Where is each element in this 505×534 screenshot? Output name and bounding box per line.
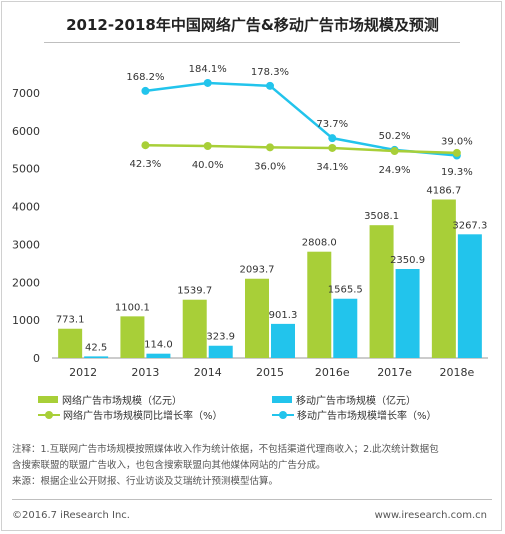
title-divider	[44, 42, 460, 43]
bar-online-ad-scale	[182, 299, 207, 358]
data-label-online-ad-scale: 2808.0	[302, 238, 337, 249]
y-tick-label: 5000	[12, 163, 40, 176]
data-label-online-ad-growth: 34.1%	[316, 162, 348, 173]
x-tick-label: 2016e	[315, 366, 350, 379]
point-mobile-ad-growth	[141, 86, 150, 95]
data-label-online-ad-scale: 773.1	[56, 315, 85, 326]
data-label-mobile-ad-scale: 1565.5	[328, 285, 363, 296]
point-online-ad-growth	[266, 143, 274, 152]
data-label-online-ad-growth: 42.3%	[130, 159, 162, 170]
x-tick-label: 2013	[131, 366, 159, 379]
bar-online-ad-scale	[245, 278, 269, 358]
data-label-mobile-ad-growth: 73.7%	[316, 119, 348, 130]
data-label-mobile-ad-scale: 3267.3	[452, 220, 487, 231]
x-tick-label: 2018e	[439, 366, 474, 379]
y-tick-label: 6000	[12, 125, 40, 138]
data-label-online-ad-growth: 24.9%	[379, 165, 411, 176]
point-online-ad-growth	[328, 143, 337, 152]
note-line-1: 注释：1.互联网广告市场规模按照媒体收入作为统计依据，不包括渠道代理商收入；2.…	[12, 444, 439, 455]
data-label-mobile-ad-scale: 901.3	[269, 310, 298, 321]
y-tick-label: 4000	[12, 201, 40, 214]
y-tick-label: 1000	[12, 314, 40, 327]
data-label-online-ad-scale: 1100.1	[115, 302, 150, 313]
data-label-online-ad-scale: 4186.7	[426, 186, 461, 197]
source-line: 来源：根据企业公开财报、行业访谈及艾瑞统计预测模型估算。	[12, 476, 279, 487]
bar-mobile-ad-scale	[395, 269, 420, 358]
point-online-ad-growth	[141, 141, 150, 150]
data-label-online-ad-scale: 1539.7	[177, 286, 212, 297]
bar-mobile-ad-scale	[271, 323, 295, 358]
bar-mobile-ad-scale	[208, 345, 233, 358]
data-label-mobile-ad-scale: 42.5	[85, 342, 107, 353]
data-label-online-ad-scale: 3508.1	[364, 211, 399, 222]
bar-online-ad-scale	[431, 199, 456, 358]
point-online-ad-growth	[390, 147, 399, 156]
bar-mobile-ad-scale	[84, 356, 109, 358]
point-online-ad-growth	[452, 148, 461, 157]
y-tick-label: 3000	[12, 238, 40, 251]
data-label-mobile-ad-growth: 168.2%	[126, 72, 164, 83]
point-mobile-ad-growth	[203, 78, 212, 87]
chart-notes: 注释：1.互联网广告市场规模按照媒体收入作为统计依据，不包括渠道代理商收入；2.…	[12, 442, 496, 490]
data-label-online-ad-growth: 19.3%	[441, 167, 473, 178]
data-label-online-ad-growth: 36.0%	[254, 161, 286, 172]
x-tick-label: 2014	[194, 366, 222, 379]
point-mobile-ad-growth	[266, 81, 274, 90]
note-line-2: 含搜索联盟的联盟广告收入，也包含搜索联盟向其他媒体网站的广告分成。	[12, 460, 326, 471]
data-label-mobile-ad-scale: 2350.9	[390, 255, 425, 266]
footer-divider	[12, 499, 492, 500]
footer-copyright: ©2016.7 iResearch Inc.	[12, 510, 130, 521]
data-label-online-ad-growth: 40.0%	[192, 160, 224, 171]
x-tick-label: 2017e	[377, 366, 412, 379]
bar-mobile-ad-scale	[333, 298, 358, 358]
x-tick-label: 2015	[256, 366, 284, 379]
data-label-mobile-ad-growth: 178.3%	[251, 67, 289, 78]
data-label-mobile-ad-scale: 114.0	[144, 340, 173, 351]
bar-mobile-ad-scale	[457, 234, 482, 358]
data-label-mobile-ad-growth: 184.1%	[189, 64, 227, 75]
data-label-mobile-ad-scale: 323.9	[206, 332, 235, 343]
y-tick-label: 2000	[12, 276, 40, 289]
bar-online-ad-scale	[307, 251, 332, 358]
bar-online-ad-scale	[58, 328, 83, 358]
footer-website: www.iresearch.com.cn	[374, 510, 487, 521]
point-online-ad-growth	[203, 142, 212, 150]
bar-online-ad-scale	[369, 225, 394, 358]
point-mobile-ad-growth	[328, 134, 337, 143]
line-online-ad-growth	[145, 143, 457, 155]
chart-title: 2012-2018年中国网络广告&移动广告市场规模及预测	[66, 16, 439, 34]
y-tick-label: 0	[33, 352, 40, 365]
bar-mobile-ad-scale	[146, 353, 171, 358]
data-label-mobile-ad-growth: 50.2%	[379, 131, 411, 142]
data-label-mobile-ad-growth: 39.0%	[441, 137, 473, 148]
y-tick-label: 7000	[12, 87, 40, 100]
bar-online-ad-scale	[120, 316, 145, 358]
data-label-online-ad-scale: 2093.7	[240, 265, 275, 276]
x-tick-label: 2012	[69, 366, 97, 379]
